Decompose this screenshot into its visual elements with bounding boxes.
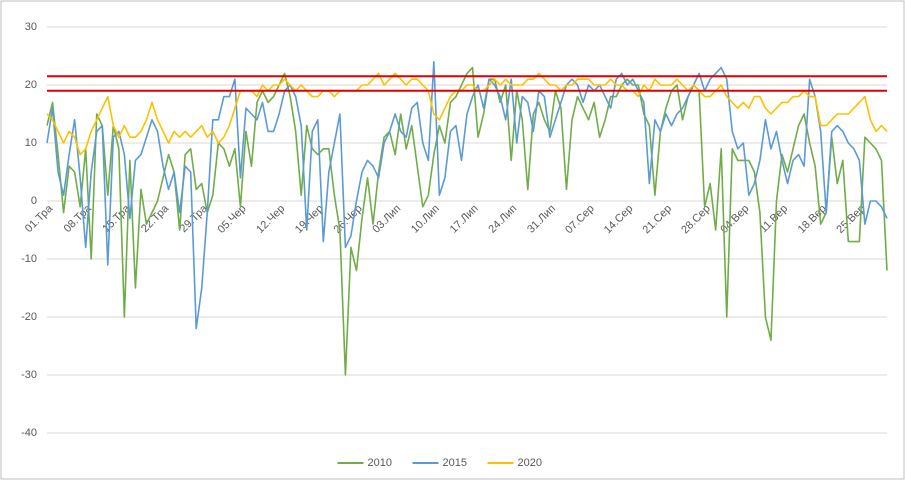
y-tick-label: -30 bbox=[21, 369, 37, 381]
y-tick-label: -40 bbox=[21, 427, 37, 439]
y-tick-label: -20 bbox=[21, 311, 37, 323]
legend-label: 2010 bbox=[368, 457, 392, 469]
legend-label: 2015 bbox=[443, 457, 467, 469]
series-line bbox=[46, 66, 888, 376]
series-line bbox=[46, 72, 888, 156]
legend-label: 2020 bbox=[518, 457, 542, 469]
series-line bbox=[46, 61, 888, 330]
y-tick-label: 30 bbox=[25, 21, 37, 33]
y-tick-label: -10 bbox=[21, 253, 37, 265]
y-tick-label: 20 bbox=[25, 79, 37, 91]
y-tick-label: 10 bbox=[25, 137, 37, 149]
y-tick-label: 0 bbox=[31, 195, 37, 207]
